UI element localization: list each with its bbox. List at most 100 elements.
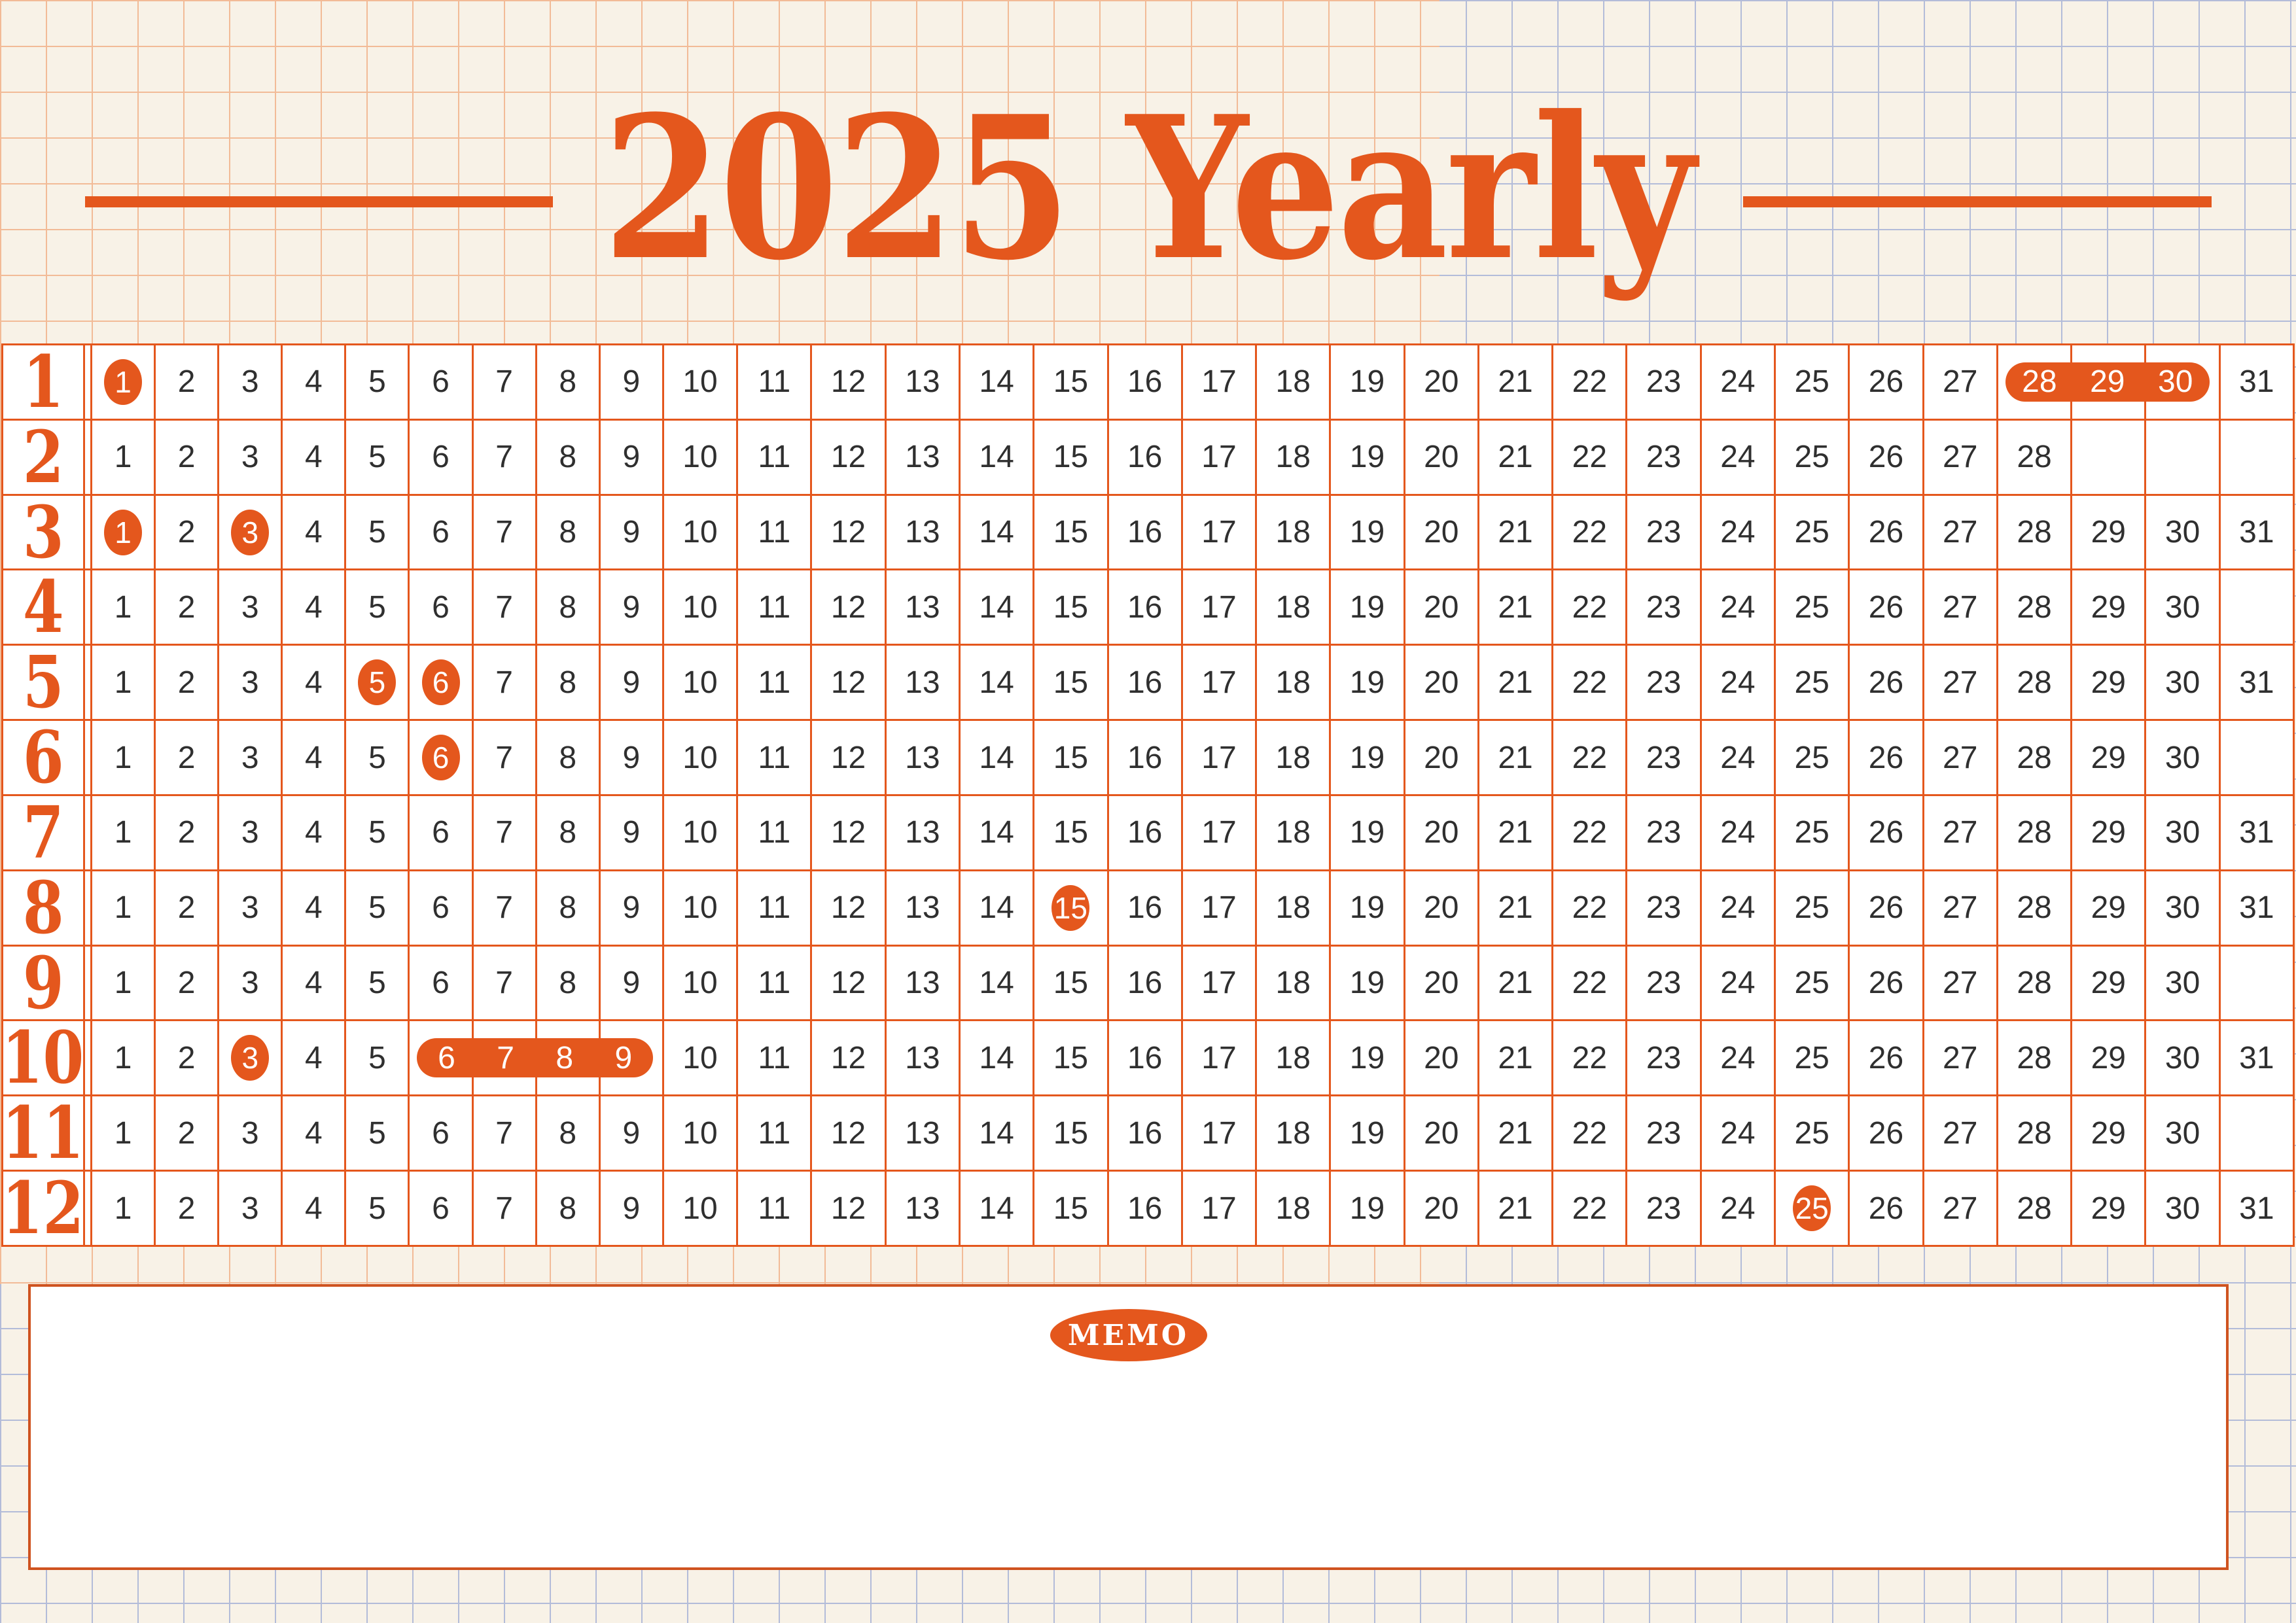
day-cell: 27: [1922, 1021, 1996, 1095]
day-cell: 29: [2070, 946, 2144, 1020]
day-cell: 6: [408, 1096, 471, 1170]
month-row-4: 4 1 2 3 4 5 6 7 8 9 10 11 12 13 14 15 16 17 18 19 20 21 22 23 24…: [3, 570, 2293, 646]
day-cell: 27: [1922, 946, 1996, 1020]
day-cell: 23: [1625, 795, 1699, 869]
month-number: 11: [2, 1091, 84, 1176]
day-cell: 20: [1403, 1021, 1477, 1095]
day-cell: 19: [1329, 946, 1403, 1020]
day-cell: 26: [1848, 721, 1922, 794]
day-cell: 16: [1106, 721, 1181, 794]
day-cell: 28: [1996, 1021, 2070, 1095]
day-cell: 16: [1106, 570, 1181, 644]
day-cell: 24: [1699, 871, 1774, 945]
day-cell: 8: [535, 795, 599, 869]
month-divider-gap: [85, 570, 90, 644]
day-cell: 9: [598, 570, 662, 644]
day-cell: 24: [1699, 946, 1774, 1020]
day-cell: 10: [662, 871, 736, 945]
day-cell: 26: [1848, 1096, 1922, 1170]
day-cell: 21: [1477, 721, 1551, 794]
day-cell: 5: [344, 345, 408, 419]
day-cell: 18: [1255, 345, 1329, 419]
day-cell: 22: [1551, 495, 1625, 569]
month-divider-gap: [85, 1096, 90, 1170]
day-cell: 26: [1848, 795, 1922, 869]
day-cell: 23: [1625, 570, 1699, 644]
day-cell: 22: [1551, 570, 1625, 644]
day-cell: 16: [1106, 871, 1181, 945]
day-cell: 28: [1996, 570, 2070, 644]
month-divider-gap: [85, 796, 90, 869]
highlighted-day: 5: [358, 659, 397, 706]
day-cell: 8: [535, 570, 599, 644]
day-cell: 9: [598, 795, 662, 869]
day-cell: 4: [281, 345, 344, 419]
day-cell: 30: [2144, 495, 2218, 569]
day-cell: 13: [884, 795, 959, 869]
day-cell: 26: [1848, 946, 1922, 1020]
day-cell: 12: [810, 1096, 884, 1170]
day-cell: 24: [1699, 345, 1774, 419]
day-cell: 9: [598, 721, 662, 794]
day-cell: 31: [2218, 1021, 2293, 1095]
month-divider-gap: [85, 1021, 90, 1094]
range-day-number: 30: [2158, 364, 2193, 400]
day-cell: 2: [154, 420, 217, 494]
day-cell: 15: [1033, 871, 1106, 945]
day-cell: 22: [1551, 871, 1625, 945]
day-cell: 13: [884, 345, 959, 419]
day-cell: 10: [662, 345, 736, 419]
day-cell: 13: [884, 646, 959, 720]
month-number: 10: [2, 1015, 84, 1100]
day-cell: 12: [810, 946, 884, 1020]
day-cell: 12: [810, 1021, 884, 1095]
day-cell: 27: [1922, 495, 1996, 569]
day-cell: 21: [1477, 420, 1551, 494]
month-label: 1: [3, 345, 85, 419]
month-label: 11: [2, 1091, 85, 1176]
day-cell: 1: [90, 721, 154, 794]
day-cell: 28: [1996, 795, 2070, 869]
day-cell: 1: [90, 570, 154, 644]
day-cell: 3: [217, 721, 281, 794]
day-cell: 15: [1033, 795, 1106, 869]
day-cell: 30: [2144, 946, 2218, 1020]
day-cell: 5: [344, 1096, 408, 1170]
day-cell: 28: [1996, 646, 2070, 720]
day-cell: 29: [2070, 1096, 2144, 1170]
day-cell: 31: [2218, 1172, 2293, 1245]
day-cell: 25: [1774, 1172, 1848, 1245]
day-cell: 31: [2218, 646, 2293, 720]
day-cell: 20: [1403, 1172, 1477, 1245]
day-cell: 21: [1477, 646, 1551, 720]
day-cell: 11: [736, 1172, 810, 1245]
day-cell: 4: [281, 420, 344, 494]
day-cell: 2: [154, 871, 217, 945]
day-cell: 16: [1106, 795, 1181, 869]
day-cell: 13: [884, 946, 959, 1020]
day-cell: 27: [1922, 1172, 1996, 1245]
day-cell: 16: [1106, 345, 1181, 419]
day-cell: 13: [884, 871, 959, 945]
day-cell: 8: [535, 345, 599, 419]
day-cell: 20: [1403, 420, 1477, 494]
day-cell: 26: [1848, 646, 1922, 720]
day-cell: 26: [1848, 1021, 1922, 1095]
day-cell: 9: [598, 1172, 662, 1245]
day-cell: 4: [281, 871, 344, 945]
highlighted-day: 15: [1051, 884, 1090, 931]
day-cell: 21: [1477, 495, 1551, 569]
day-cell: 14: [958, 1021, 1033, 1095]
day-cell: 9: [598, 871, 662, 945]
day-cell: 6: [408, 570, 471, 644]
day-cell: 23: [1625, 646, 1699, 720]
day-cell: 18: [1255, 570, 1329, 644]
day-cell: 22: [1551, 646, 1625, 720]
day-cell: 14: [958, 495, 1033, 569]
day-cell: 4: [281, 570, 344, 644]
day-cell: 5: [344, 420, 408, 494]
day-cell: 25: [1774, 570, 1848, 644]
day-cell: 20: [1403, 871, 1477, 945]
day-cell: 9: [598, 345, 662, 419]
day-cell: 8: [535, 646, 599, 720]
